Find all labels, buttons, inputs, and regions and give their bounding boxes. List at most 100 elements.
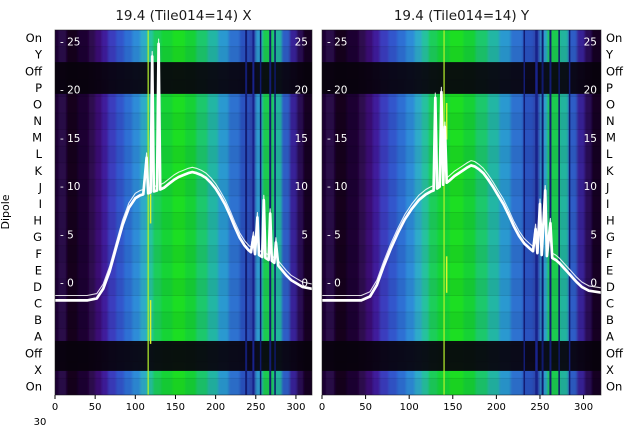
heatmap-cell-band xyxy=(325,30,338,395)
heatmap-cell-band xyxy=(108,30,120,395)
heatmap-cell-band xyxy=(172,30,189,395)
row-stripe xyxy=(55,212,312,230)
heatmap-cell-band xyxy=(522,30,537,395)
dipole-label-left: A xyxy=(34,330,42,344)
power-tick-left-y: - 15 xyxy=(327,133,348,145)
heatmap-cell-band xyxy=(334,30,350,395)
heatmap-cell-band xyxy=(55,30,62,395)
dipole-label-left: K xyxy=(34,164,42,178)
power-tick-left-x: - 10 xyxy=(60,181,81,193)
power-tick-right-y: 20 xyxy=(584,85,597,97)
off-row-band xyxy=(55,62,312,94)
dipole-label-right: E xyxy=(606,263,613,277)
power-tick-right-y: 25 xyxy=(584,37,597,49)
dipole-label-right: X xyxy=(606,363,614,377)
dipole-label-left: G xyxy=(33,230,42,244)
heatmap-cell-band xyxy=(568,30,580,395)
dipole-label-right: J xyxy=(605,180,609,194)
dipole-label-left: On xyxy=(26,31,42,45)
x-tick-label-y: 50 xyxy=(359,402,372,413)
panel-y-title: 19.4 (Tile014=14) Y xyxy=(394,8,530,24)
heatmap-cell-band xyxy=(576,30,588,395)
dipole-label-left: H xyxy=(33,214,42,228)
power-tick-right-x: 10 xyxy=(295,181,308,193)
dipole-label-right: M xyxy=(606,131,616,145)
dipole-label-right: Off xyxy=(606,64,624,78)
x-tick-label-x: 300 xyxy=(286,402,305,413)
off-row-band xyxy=(55,340,312,371)
heatmap-cell-band xyxy=(388,30,401,395)
dipole-label-left: C xyxy=(34,297,42,311)
dipole-label-left: F xyxy=(35,247,42,261)
dipole-label-right: C xyxy=(606,297,614,311)
heatmap-cell-band xyxy=(66,30,81,395)
heatmap-cell-band xyxy=(322,30,329,395)
x-tick-label-x: 100 xyxy=(126,402,145,413)
dipole-label-left: E xyxy=(35,263,42,277)
heatmap-cell-band xyxy=(475,30,491,395)
dipole-label-left: P xyxy=(35,81,42,95)
row-stripe xyxy=(322,146,601,163)
dipole-label-left: L xyxy=(36,147,43,161)
dipole-label-left: B xyxy=(34,313,42,327)
power-tick-left-x: - 0 xyxy=(60,278,74,290)
heatmap-cell-band xyxy=(414,30,425,395)
heatmap-cell-band xyxy=(421,30,432,395)
heatmap-cell-band xyxy=(449,30,467,395)
dipole-label-left: I xyxy=(39,197,42,211)
dipole-label-right: G xyxy=(606,230,615,244)
heatmap-cell-band xyxy=(365,30,376,395)
dipole-label-left: Y xyxy=(34,48,43,62)
heatmap-cell-band xyxy=(88,30,99,395)
dipole-label-right: N xyxy=(606,114,615,128)
row-stripe xyxy=(322,46,601,64)
row-stripe xyxy=(55,179,312,196)
panel-x-heatmap xyxy=(55,30,312,395)
heatmap-cell-band xyxy=(281,30,293,395)
power-tick-right-x: 0 xyxy=(301,278,308,290)
power-tick-left-y: - 0 xyxy=(327,278,341,290)
heatmap-cell-band xyxy=(296,30,307,395)
x-tick-label-x: 200 xyxy=(206,402,225,413)
bandpass-trace-x xyxy=(53,42,314,302)
x-tick-label-y: 250 xyxy=(530,402,549,413)
x-tick-label-y: 200 xyxy=(487,402,506,413)
heatmap-cell-band xyxy=(196,30,211,395)
dipole-label-left: Off xyxy=(25,346,43,360)
heatmap-cell-band xyxy=(405,30,418,395)
heatmap-cell-band xyxy=(358,30,369,395)
heatmap-cell-band xyxy=(140,30,150,395)
heatmap-cell-band xyxy=(153,30,165,395)
row-stripe xyxy=(322,312,601,329)
power-tick-right-y: 15 xyxy=(584,133,597,145)
heatmap-cell-band xyxy=(559,30,572,395)
x-tick-label-x: 50 xyxy=(89,402,102,413)
power-tick-left-x: - 5 xyxy=(60,229,74,241)
heatmap-cell-band xyxy=(397,30,409,395)
power-tick-right-x: 15 xyxy=(295,133,308,145)
heatmap-cell-band xyxy=(95,30,105,395)
x-tick-label-x: 250 xyxy=(246,402,265,413)
heatmap-cell-band xyxy=(379,30,392,395)
heatmap-cell-band xyxy=(101,30,112,395)
heatmap-cell-band xyxy=(146,30,157,395)
panel-y-heatmap xyxy=(322,30,601,395)
off-row-band xyxy=(322,62,601,94)
heatmap-cell-band xyxy=(346,30,362,395)
dipole-label-right: O xyxy=(606,97,615,111)
dipole-label-right: On xyxy=(606,380,622,394)
dipole-label-right: L xyxy=(606,147,613,161)
x-tick-label-x: 150 xyxy=(166,402,185,413)
dipole-label-left: D xyxy=(33,280,42,294)
row-stripe xyxy=(55,112,312,130)
dipole-label-right: H xyxy=(606,214,615,228)
dipole-label-right: D xyxy=(606,280,615,294)
heatmap-cell-band xyxy=(372,30,383,395)
power-tick-left-y: - 5 xyxy=(327,229,341,241)
heatmap-cell-band xyxy=(463,30,479,395)
row-stripe xyxy=(55,378,312,395)
dipole-label-right: F xyxy=(606,247,613,261)
power-tick-right-y: 10 xyxy=(584,181,597,193)
